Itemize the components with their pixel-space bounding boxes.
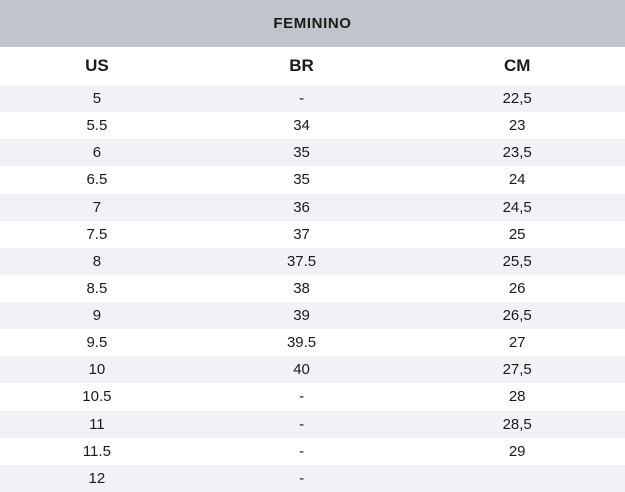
br-cell: 34 (293, 117, 310, 135)
table-row: 11 - 28,5 (0, 410, 625, 438)
table-row: 7 36 24,5 (0, 193, 625, 221)
br-cell: 35 (293, 171, 310, 189)
br-cell: - (299, 388, 305, 406)
us-cell: 7.5 (86, 225, 108, 243)
size-table-body: 5 - 22,5 5.5 34 23 6 35 23,5 6.5 35 24 7 36 24,5 7.5 37 2… (0, 85, 625, 492)
us-cell: 11 (89, 415, 105, 433)
table-row: 8.5 38 26 (0, 274, 625, 302)
br-cell: 35 (293, 144, 310, 162)
us-cell: 5 (92, 90, 102, 108)
us-cell: 9 (92, 307, 102, 325)
br-cell: - (299, 469, 305, 487)
column-header-cm: CM (409, 47, 625, 85)
table-row: 10.5 - 28 (0, 383, 625, 411)
table-title-band: FEMININO (0, 0, 625, 47)
cm-cell: 28,5 (502, 415, 532, 433)
br-cell: 38 (293, 279, 310, 297)
cm-cell: 25 (508, 225, 526, 243)
size-table-header: US BR CM (0, 47, 625, 85)
us-cell: 11.5 (82, 442, 111, 460)
us-cell: 12 (88, 469, 106, 487)
br-cell: 36 (293, 198, 310, 216)
cm-cell: 27,5 (502, 361, 532, 379)
us-cell: 10.5 (82, 388, 112, 406)
br-cell: - (299, 442, 305, 460)
us-cell: 8.5 (86, 279, 108, 297)
br-cell: 40 (293, 361, 310, 379)
header-row: US BR CM (0, 47, 625, 85)
table-row: 5.5 34 23 (0, 112, 625, 140)
br-cell: 39.5 (286, 334, 317, 352)
br-cell: - (299, 415, 305, 433)
us-cell: 8 (92, 252, 102, 270)
us-cell: 6.5 (86, 171, 108, 189)
cm-cell: 24 (508, 171, 526, 189)
cm-cell: 29 (508, 442, 526, 460)
table-row: 9 39 26,5 (0, 302, 625, 330)
br-cell: 39 (293, 307, 310, 325)
cm-cell: 26,5 (502, 307, 532, 325)
table-row: 7.5 37 25 (0, 220, 625, 248)
column-header-us: US (0, 47, 194, 85)
table-row: 11.5 - 29 (0, 437, 625, 465)
cm-cell: 25,5 (502, 252, 532, 270)
table-row: 5 - 22,5 (0, 85, 625, 113)
cm-cell (409, 465, 625, 492)
us-cell: 9.5 (86, 334, 108, 352)
cm-cell: 23,5 (502, 144, 532, 162)
table-row: 8 37.5 25,5 (0, 247, 625, 275)
us-cell: 5.5 (86, 117, 108, 135)
table-row: 12 - (0, 464, 625, 492)
column-header-br: BR (193, 47, 410, 85)
table-row: 9.5 39.5 27 (0, 329, 625, 357)
table-row: 6 35 23,5 (0, 139, 625, 167)
cm-cell: 23 (508, 117, 526, 135)
table-row: 10 40 27,5 (0, 356, 625, 384)
br-cell: 37 (293, 225, 310, 243)
us-cell: 10 (88, 361, 106, 379)
size-table: US BR CM 5 - 22,5 5.5 34 23 6 35 23,5 6.5 35 24 7 36 2… (0, 47, 625, 492)
br-cell: - (299, 90, 305, 108)
cm-cell: 28 (508, 388, 526, 406)
us-cell: 7 (92, 198, 102, 216)
table-title: FEMININO (273, 15, 352, 32)
us-cell: 6 (92, 144, 102, 162)
cm-cell: 27 (508, 334, 526, 352)
cm-cell: 22,5 (502, 90, 532, 108)
table-row: 6.5 35 24 (0, 166, 625, 194)
cm-cell: 26 (508, 279, 526, 297)
br-cell: 37.5 (286, 252, 317, 270)
cm-cell: 24,5 (502, 198, 532, 216)
